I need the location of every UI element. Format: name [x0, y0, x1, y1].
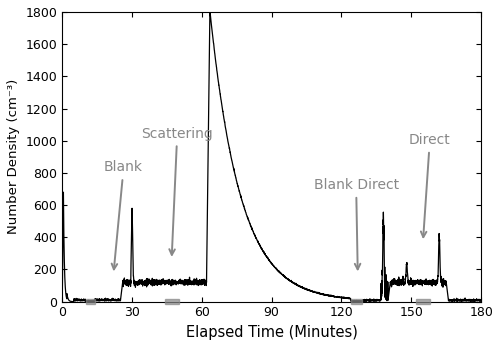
Text: Direct: Direct	[409, 133, 451, 237]
Text: Blank: Blank	[104, 161, 143, 269]
Text: Scattering: Scattering	[142, 127, 213, 255]
Bar	[416, 299, 430, 304]
Bar	[164, 299, 178, 304]
Bar	[351, 299, 362, 304]
Text: Blank Direct: Blank Direct	[314, 178, 398, 269]
Bar	[86, 299, 95, 304]
X-axis label: Elapsed Time (Minutes): Elapsed Time (Minutes)	[186, 325, 358, 340]
Y-axis label: Number Density (cm⁻³): Number Density (cm⁻³)	[7, 79, 20, 235]
